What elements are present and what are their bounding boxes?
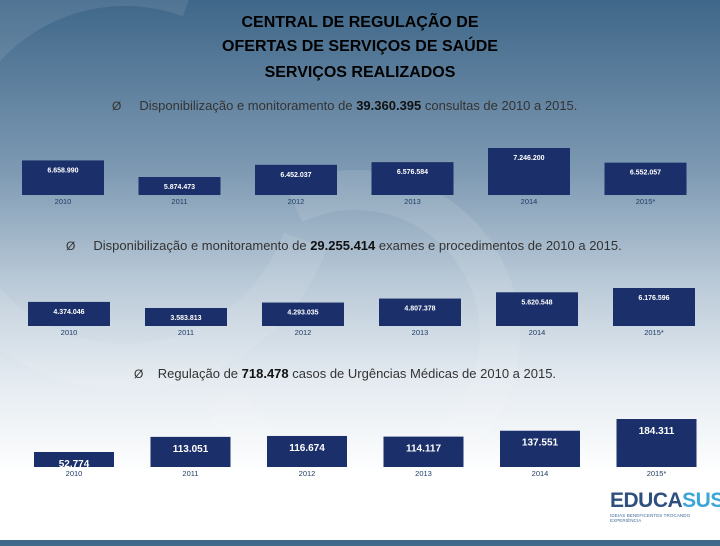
bar-value-label: 3.583.813 — [170, 315, 201, 322]
bar-group-2012: 6.452.037 2012 — [255, 164, 337, 206]
bar-2011 — [138, 177, 221, 195]
slide-subtitle: SERVIÇOS REALIZADOS — [264, 64, 456, 81]
bullet-text-pre: Disponibilização e monitoramento de — [93, 238, 311, 253]
x-tick-label: 2012 — [295, 328, 312, 337]
exames-bar-chart: 4.374.04620103.583.81320114.293.03520124… — [28, 288, 695, 337]
bar-2011 — [145, 308, 227, 326]
bar-group-2014: 7.246.200 2014 — [488, 148, 570, 206]
x-tick-label: 2010 — [61, 328, 78, 337]
x-tick-label: 2011 — [171, 197, 187, 206]
bar-2012 — [262, 302, 344, 326]
bar-value-label: 4.293.035 — [287, 310, 318, 317]
bar-group-2013: 4.807.378 2013 — [379, 298, 461, 337]
bar-2012 — [267, 435, 347, 467]
bar-value-label: 4.374.046 — [53, 309, 84, 316]
bar-value-label: 5.874.473 — [164, 184, 195, 191]
bar-value-label: 4.807.378 — [404, 306, 435, 313]
slide-title-line-1: CENTRAL DE REGULAÇÃO DE — [241, 14, 479, 31]
bar-value-label: 137.551 — [522, 438, 559, 449]
logo-sus-text: SUS — [682, 489, 720, 512]
bullet-arrow-icon: Ø — [66, 239, 76, 253]
x-tick-label: 2013 — [415, 469, 432, 478]
bar-value-label: 184.311 — [639, 426, 675, 437]
bar-value-label: 6.176.596 — [638, 295, 669, 302]
bullet-arrow-icon: Ø — [112, 99, 122, 113]
bar-group-2011: 113.051 2011 — [150, 436, 231, 478]
bar-value-label: 6.552.057 — [630, 170, 661, 177]
bar-2010 — [22, 160, 104, 195]
bar-2015* — [604, 162, 687, 195]
bar-group-2013: 6.576.584 2013 — [371, 162, 454, 206]
bar-2010 — [34, 452, 114, 467]
bar-value-label: 6.658.990 — [47, 167, 78, 174]
bar-group-2010: 4.374.046 2010 — [28, 301, 110, 337]
bar-2015* — [616, 419, 697, 467]
bar-group-2011: 5.874.473 2011 — [138, 177, 221, 206]
x-tick-label: 2015* — [647, 469, 667, 478]
bullet-total: 718.478 — [241, 366, 289, 381]
bullet-urgencias: Ø Regulação de 718.478 casos de Urgência… — [134, 366, 556, 381]
bar-2015* — [613, 288, 695, 326]
bar-group-2014: 137.551 2014 — [500, 430, 580, 478]
bar-2013 — [379, 298, 461, 326]
bar-group-2012: 116.674 2012 — [267, 435, 347, 478]
bar-2013 — [371, 162, 454, 195]
bar-2014 — [500, 430, 580, 467]
bullet-total: 29.255.414 — [310, 238, 376, 253]
bar-2010 — [28, 301, 110, 326]
bar-value-label: 5.620.548 — [521, 299, 552, 306]
logo-edu-text: EDUCA — [610, 489, 683, 512]
x-tick-label: 2010 — [66, 469, 83, 478]
bar-value-label: 6.576.584 — [397, 169, 428, 176]
x-tick-label: 2011 — [178, 328, 194, 337]
bullet-text-post: consultas de 2010 a 2015. — [421, 98, 578, 113]
bar-group-2010: 6.658.990 2010 — [22, 160, 104, 206]
bar-value-label: 7.246.200 — [513, 155, 544, 162]
bar-group-2015*: 184.311 2015* — [616, 419, 697, 478]
logo-tagline: IDEIAS BENEFICENTES TROCANDO EXPERIÊNCIA — [610, 513, 691, 523]
consultas-bar-chart: 6.658.99020105.874.47320116.452.03720126… — [22, 148, 687, 206]
x-tick-label: 2013 — [404, 197, 421, 206]
bullet-arrow-icon: Ø — [134, 367, 144, 381]
slide-title-line-2: OFERTAS DE SERVIÇOS DE SAÚDE — [222, 38, 498, 55]
bar-value-label: 52.774 — [59, 459, 90, 470]
bar-2014 — [496, 292, 578, 326]
bullet-text-post: casos de Urgências Médicas de 2010 a 201… — [288, 366, 557, 381]
bullet-text-pre: Regulação de — [157, 366, 242, 381]
bar-group-2014: 5.620.548 2014 — [496, 292, 578, 337]
bar-2012 — [255, 164, 337, 195]
bullet-consultas: Ø Disponibilização e monitoramento de 39… — [112, 98, 577, 113]
x-tick-label: 2013 — [412, 328, 429, 337]
bar-group-2012: 4.293.035 2012 — [262, 302, 344, 337]
x-tick-label: 2010 — [55, 197, 72, 206]
bar-2013 — [383, 436, 464, 467]
bullet-text-pre: Disponibilização e monitoramento de — [139, 98, 357, 113]
bullet-text-post: exames e procedimentos de 2010 a 2015. — [375, 238, 622, 253]
x-tick-label: 2015* — [636, 197, 656, 206]
bar-value-label: 114.117 — [406, 444, 441, 455]
x-tick-label: 2014 — [532, 469, 549, 478]
bar-value-label: 113.051 — [173, 444, 209, 455]
x-tick-label: 2012 — [288, 197, 305, 206]
bar-2014 — [488, 148, 570, 195]
x-tick-label: 2014 — [521, 197, 538, 206]
bar-2011 — [150, 436, 231, 467]
bar-group-2011: 3.583.813 2011 — [145, 308, 227, 337]
bar-group-2013: 114.117 2013 — [383, 436, 464, 478]
bar-group-2015*: 6.552.057 2015* — [604, 162, 687, 206]
bar-group-2015*: 6.176.596 2015* — [613, 288, 695, 337]
x-tick-label: 2015* — [644, 328, 664, 337]
bullet-exames: Ø Disponibilização e monitoramento de 29… — [66, 238, 622, 253]
x-tick-label: 2014 — [529, 328, 546, 337]
bar-value-label: 6.452.037 — [280, 172, 311, 179]
x-tick-label: 2011 — [182, 469, 198, 478]
educasus-logo: EDUCASUS IDEIAS BENEFICENTES TROCANDO EX… — [610, 489, 720, 530]
x-tick-label: 2012 — [299, 469, 316, 478]
bar-value-label: 116.674 — [289, 443, 325, 454]
bullet-total: 39.360.395 — [356, 98, 422, 113]
